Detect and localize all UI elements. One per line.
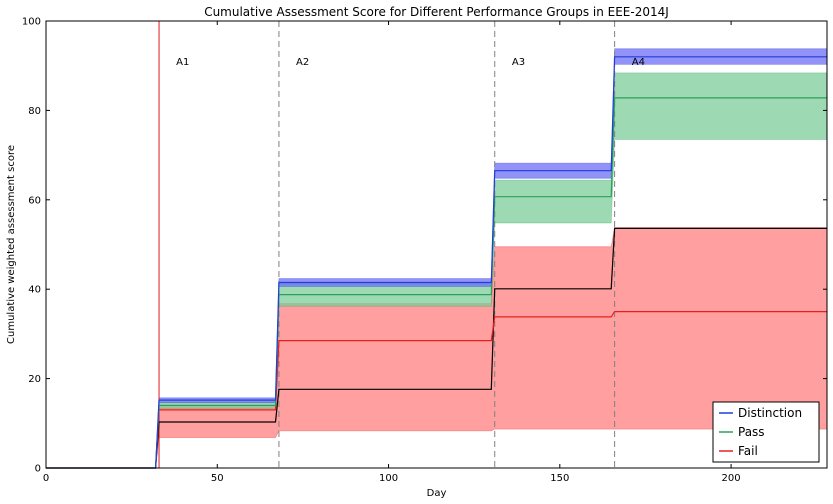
annotation-label: A2 (296, 57, 309, 68)
y-tick-label: 0 (35, 464, 41, 475)
x-tick-label: 150 (550, 473, 569, 484)
y-tick-label: 20 (28, 374, 41, 385)
y-tick-label: 40 (28, 285, 41, 296)
y-tick-label: 80 (28, 106, 41, 117)
legend-entry: Fail (738, 444, 758, 458)
y-tick-label: 60 (28, 195, 41, 206)
plot-frame (45, 20, 828, 469)
x-tick-label: 0 (43, 473, 49, 484)
y-tick-label: 100 (22, 17, 41, 28)
annotation-label: A3 (512, 57, 525, 68)
legend-entry: Pass (738, 425, 765, 439)
legend-entry: Distinction (738, 406, 802, 420)
axis-ticks: 0 50 100 150 200 0 20 40 60 80 100 (22, 17, 827, 484)
legend: Distinction Pass Fail (712, 401, 820, 463)
y-axis-label: Cumulative weighted assessment score (6, 145, 17, 344)
x-tick-label: 50 (211, 473, 224, 484)
chart-title: Cumulative Assessment Score for Differen… (204, 5, 669, 19)
series-line-distinction (46, 56, 827, 469)
annotation-label: A4 (632, 57, 645, 68)
x-tick-label: 100 (379, 473, 398, 484)
assessment-annotations: A1 A2 A3 A4 (176, 57, 645, 68)
x-axis-label: Day (427, 488, 447, 499)
band-fail (46, 227, 828, 469)
series-lines (46, 56, 827, 469)
annotation-label: A1 (176, 57, 189, 68)
x-tick-label: 200 (722, 473, 741, 484)
